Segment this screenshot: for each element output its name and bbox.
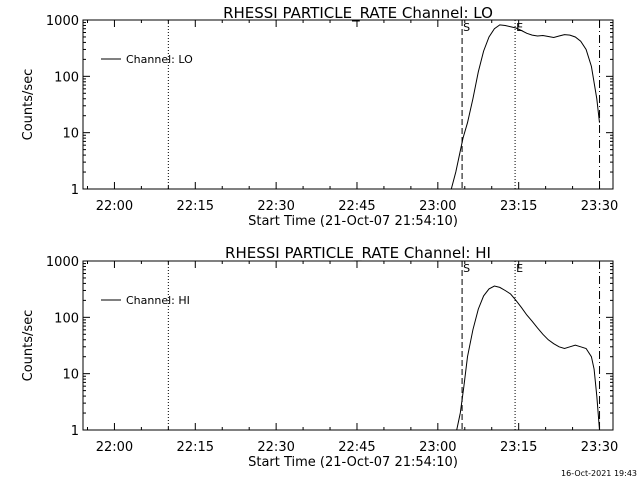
legend-entry: Channel: LO [126,53,193,66]
plot-frame [82,19,614,190]
x-tick-label: 22:00 [96,440,133,455]
y-axis-label: Counts/sec [21,310,36,382]
chart-title: RHESSI PARTICLE_RATE Channel: LO [223,4,493,23]
legend-entry: Channel: HI [126,294,190,307]
y-axis-label: Counts/sec [21,69,36,141]
x-tick-label: 23:30 [581,199,618,214]
x-tick-label: 23:30 [581,440,618,455]
series-line [456,285,600,431]
x-tick-label: 22:15 [177,440,214,455]
marker-label: S [463,262,470,275]
x-tick-label: 23:00 [419,440,456,455]
y-tick-label: 1 [71,424,79,439]
plot-frame [82,260,614,431]
y-tick-label: 1 [71,183,79,198]
x-axis-label: Start Time (21-Oct-07 21:54:10) [248,455,458,470]
chart-title: RHESSI PARTICLE_RATE Channel: HI [225,244,491,263]
y-tick-label: 1000 [46,14,79,29]
y-tick-label: 1000 [46,255,79,270]
y-tick-label: 100 [54,311,79,326]
x-axis-label: Start Time (21-Oct-07 21:54:10) [248,214,458,229]
marker-label: E [516,21,523,34]
x-tick-label: 22:15 [177,199,214,214]
x-tick-label: 23:00 [419,199,456,214]
marker-label: S [463,21,470,34]
x-tick-label: 22:45 [338,440,375,455]
marker-label: E [516,262,523,275]
x-tick-label: 23:15 [500,199,537,214]
x-tick-label: 22:30 [257,440,294,455]
chart-panel-2: RHESSI PARTICLE_RATE Channel: HI 1 10 100 10… [21,244,618,470]
x-tick-label: 22:30 [257,199,294,214]
y-tick-label: 100 [54,70,79,85]
x-tick-label: 22:00 [96,199,133,214]
timestamp-stamp: 16-Oct-2021 19:43 [561,469,637,478]
x-tick-label: 23:15 [500,440,537,455]
series-line [450,24,600,190]
y-tick-label: 10 [62,127,79,142]
y-tick-label: 10 [62,368,79,383]
x-tick-label: 22:45 [338,199,375,214]
chart-panel-1: RHESSI PARTICLE_RATE Channel: LO 1 10 100 10… [21,4,618,229]
